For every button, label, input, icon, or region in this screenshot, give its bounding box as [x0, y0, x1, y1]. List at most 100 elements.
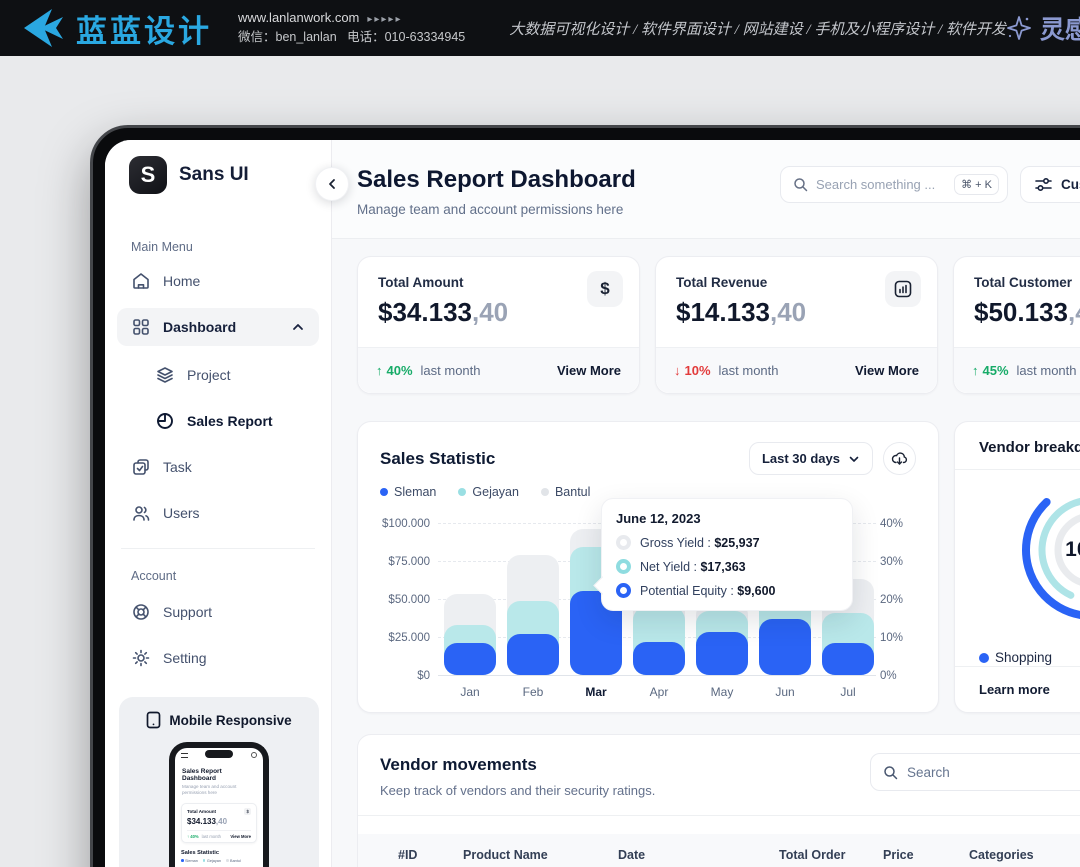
- mobile-responsive-card: Mobile Responsive Sales Report Dashboard…: [119, 697, 319, 867]
- column-header-product-name[interactable]: Product Name: [463, 848, 548, 862]
- view-more-link[interactable]: View More: [556, 363, 621, 378]
- main-area: Sales Report Dashboard Manage team and a…: [332, 140, 1080, 867]
- breakdown-legend-item[interactable]: Shopping: [979, 650, 1052, 665]
- mobile-responsive-title-row: Mobile Responsive: [119, 711, 319, 729]
- phone-mockup: Sales Report Dashboard Manage team and a…: [169, 742, 269, 867]
- stat-card-total-revenue: Total Revenue $14.133,40: [655, 256, 938, 394]
- sidebar-item-setting[interactable]: Setting: [105, 641, 331, 675]
- mini-card-value: $34.133,40: [187, 816, 228, 826]
- pie-chart-icon: [157, 413, 173, 429]
- column-header-price[interactable]: Price: [883, 848, 914, 862]
- x-label-may: May: [710, 685, 734, 699]
- view-more-link[interactable]: View More: [854, 363, 919, 378]
- sidebar-item-label: Sales Report: [187, 413, 273, 429]
- banner-services: 大数据可视化设计 / 软件界面设计 / 网站建设 / 手机及小程序设计 / 软件…: [509, 21, 1006, 38]
- series-ring-icon: [616, 583, 631, 598]
- task-icon: [133, 459, 149, 475]
- home-icon: [133, 273, 149, 289]
- bar-sleman-jun[interactable]: [759, 619, 811, 675]
- trend-indicator: ↑ 40%: [376, 363, 413, 378]
- sidebar-item-label: Project: [187, 367, 231, 383]
- chevron-left-icon: [329, 179, 335, 189]
- x-label-feb: Feb: [522, 685, 544, 699]
- column-header-date[interactable]: Date: [618, 848, 646, 862]
- stat-footer: ↓ 10% last month View More: [656, 347, 937, 393]
- app-logo: S Sans UI: [129, 156, 331, 194]
- stat-card-total-customer: Total Customer $50.133,40 ↑45% last mont…: [953, 256, 1080, 394]
- app-logo-icon: S: [129, 156, 167, 194]
- sidebar-item-users[interactable]: Users: [105, 496, 331, 530]
- trend-label: last month: [1016, 363, 1077, 378]
- y-tick-right: 30%: [880, 556, 904, 568]
- bar-sleman-feb[interactable]: [507, 634, 559, 675]
- global-search[interactable]: ⌘ + K: [780, 166, 1008, 203]
- sidebar-item-home[interactable]: Home: [105, 264, 331, 298]
- column-header-total-order[interactable]: Total Order: [779, 848, 846, 862]
- vendor-movements-title: Vendor movements: [380, 755, 537, 774]
- phone-notch: [205, 750, 233, 758]
- sidebar-item-sales-report[interactable]: Sales Report: [105, 404, 331, 438]
- lifebuoy-icon: [133, 604, 149, 620]
- bar-sleman-jan[interactable]: [444, 643, 496, 675]
- customize-button[interactable]: Customize: [1020, 166, 1080, 203]
- search-input[interactable]: [816, 177, 947, 192]
- sidebar-item-task[interactable]: Task: [105, 450, 331, 484]
- bar-sleman-apr[interactable]: [633, 642, 685, 675]
- stat-title: Total Amount: [378, 275, 464, 290]
- phone-statusbar: [175, 748, 263, 762]
- y-tick-right: 10%: [880, 632, 904, 644]
- tooltip-row: Potential Equity : $9,600: [616, 583, 838, 598]
- y-tick-right: 40%: [880, 518, 904, 530]
- series-ring-icon: [616, 559, 631, 574]
- banner-website: www.lanlanwork.com ▸▸▸▸▸: [238, 10, 403, 26]
- tooltip-row: Net Yield : $17,363: [616, 559, 838, 574]
- dashboard-content: Total Amount $ $34.133,40 ↑ 40% last mont…: [332, 239, 1080, 867]
- mini-card-title: Total Amount: [187, 808, 217, 814]
- sidebar-item-label: Setting: [163, 650, 207, 666]
- legend-item-sleman[interactable]: Sleman: [380, 485, 436, 499]
- trend-indicator: ↑ 45%: [972, 363, 1009, 378]
- y-tick-left: $50.000: [388, 594, 430, 606]
- users-icon: [133, 506, 150, 521]
- column-header-id[interactable]: #ID: [398, 848, 418, 862]
- series-ring-icon: [616, 535, 631, 550]
- tooltip-row: Gross Yield : $25,937: [616, 535, 838, 550]
- download-button[interactable]: [883, 442, 916, 475]
- gridline: $0 0%: [417, 670, 896, 682]
- vendor-movements-card: Vendor movements Keep track of vendors a…: [357, 734, 1080, 867]
- sidebar-item-support[interactable]: Support: [105, 595, 331, 629]
- legend-dot: [979, 652, 989, 663]
- vendor-breakdown-legend: Shopping: [979, 650, 1080, 665]
- trend-label: last month: [420, 363, 481, 378]
- stat-footer: ↑ 40% last month View More: [358, 347, 639, 393]
- vendor-search[interactable]: [870, 753, 1080, 791]
- sidebar-collapse-button[interactable]: [315, 167, 349, 201]
- legend-item-gejayan[interactable]: Gejayan: [458, 485, 519, 499]
- stat-value: $14.133,40: [676, 297, 807, 327]
- page-header: Sales Report Dashboard Manage team and a…: [332, 140, 1080, 239]
- mini-search-icon: [251, 752, 257, 758]
- vendor-breakdown-card: Vendor breakdown 100% Shopping Learn mor…: [954, 421, 1080, 713]
- x-label-apr: Apr: [649, 685, 669, 699]
- date-range-dropdown[interactable]: Last 30 days: [748, 442, 873, 475]
- legend-item-bantul[interactable]: Bantul: [540, 485, 590, 499]
- vendor-search-input[interactable]: [907, 764, 1080, 780]
- column-header-categories[interactable]: Categories: [969, 848, 1034, 862]
- bar-sleman-jul[interactable]: [822, 643, 874, 675]
- sidebar-item-project[interactable]: Project: [105, 358, 331, 392]
- sidebar-item-label: Task: [163, 459, 192, 475]
- sidebar-item-dashboard[interactable]: Dashboard: [117, 308, 319, 346]
- sales-statistic-header: Sales Statistic Last 30 days: [380, 442, 916, 475]
- chevron-down-icon: [849, 456, 859, 462]
- sidebar-item-label: Users: [163, 505, 200, 521]
- x-label-jun: Jun: [775, 685, 795, 699]
- bar-sleman-may[interactable]: [696, 632, 748, 675]
- y-tick-left: $25.000: [388, 632, 430, 644]
- sales-plot: $100.000 40% $75.000 30% $50.000 20% $25.000 10…: [382, 518, 903, 699]
- y-tick-right: 20%: [880, 594, 904, 606]
- learn-more-link[interactable]: Learn more: [955, 666, 1080, 712]
- table-header-row: #ID Product Name Date Total Order Price …: [358, 834, 1080, 867]
- banner-brand-text: 蓝蓝设计: [76, 13, 212, 49]
- dashboard-grid-icon: [133, 319, 149, 335]
